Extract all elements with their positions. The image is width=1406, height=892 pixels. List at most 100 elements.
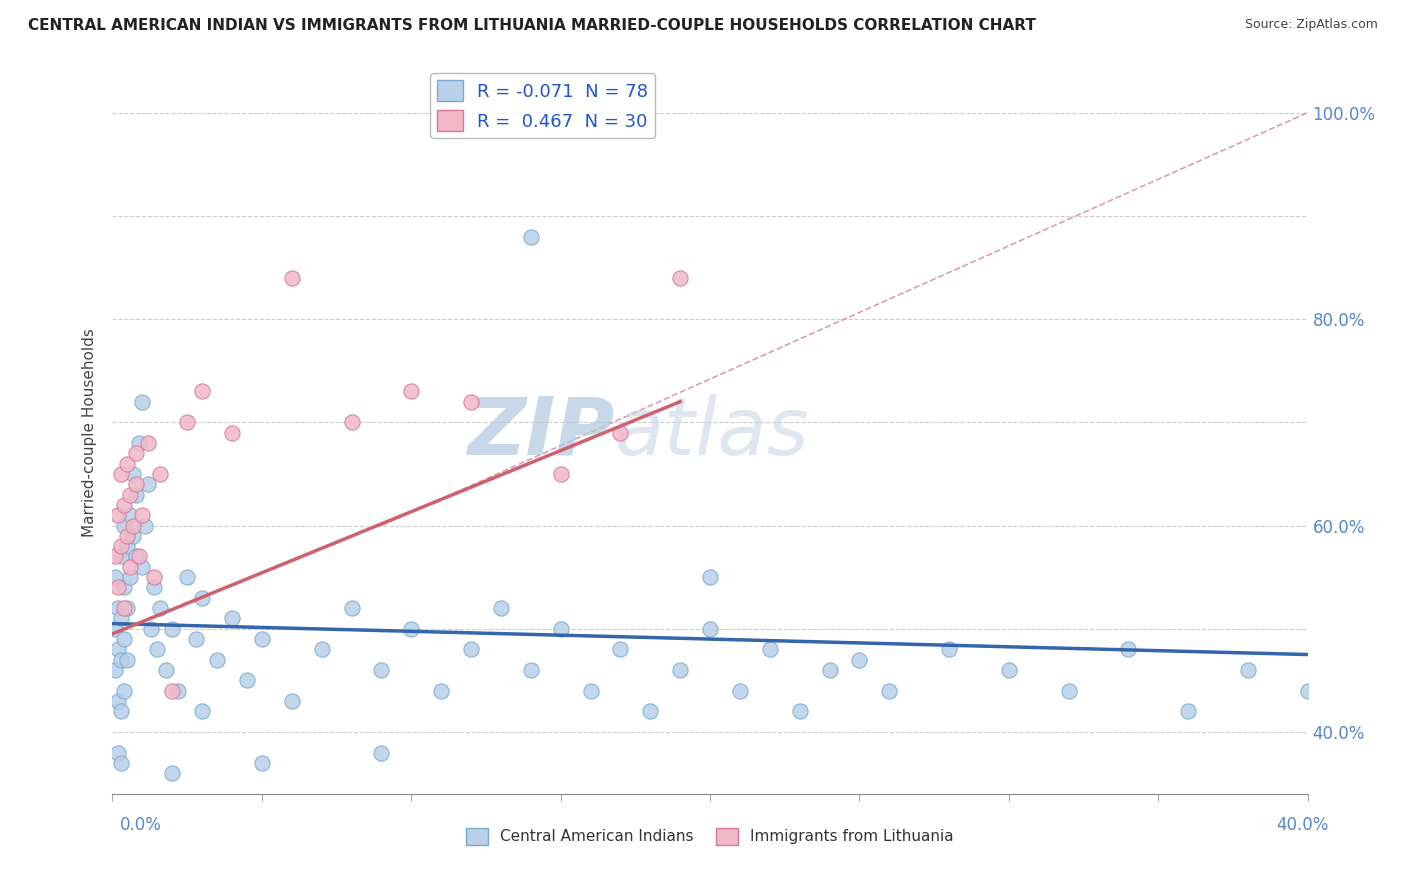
Point bbox=[520, 663, 543, 677]
Point bbox=[430, 683, 453, 698]
Text: atlas: atlas bbox=[614, 393, 810, 472]
Point bbox=[938, 642, 960, 657]
Point bbox=[104, 622, 127, 636]
Point bbox=[125, 477, 148, 491]
Point bbox=[669, 270, 692, 285]
Point bbox=[1177, 704, 1199, 718]
Point bbox=[114, 518, 135, 533]
Point bbox=[155, 663, 177, 677]
Point bbox=[122, 529, 145, 543]
Point bbox=[114, 632, 135, 646]
Point bbox=[879, 683, 901, 698]
Point bbox=[640, 704, 662, 718]
Point bbox=[122, 518, 145, 533]
Point bbox=[131, 508, 153, 523]
Text: ZIP: ZIP bbox=[467, 393, 614, 472]
Point bbox=[125, 446, 148, 460]
Point bbox=[1296, 683, 1319, 698]
Point bbox=[143, 581, 166, 595]
Point bbox=[107, 601, 129, 615]
Point bbox=[401, 622, 423, 636]
Point bbox=[250, 632, 273, 646]
Point bbox=[117, 653, 139, 667]
Point bbox=[125, 487, 148, 501]
Point bbox=[205, 653, 228, 667]
Point bbox=[340, 415, 363, 429]
Point bbox=[104, 549, 127, 564]
Point bbox=[191, 591, 214, 605]
Point bbox=[104, 663, 127, 677]
Text: Source: ZipAtlas.com: Source: ZipAtlas.com bbox=[1244, 18, 1378, 31]
Point bbox=[149, 467, 172, 481]
Point bbox=[250, 756, 273, 770]
Point bbox=[818, 663, 841, 677]
Point bbox=[128, 436, 150, 450]
Point bbox=[550, 467, 572, 481]
Point bbox=[221, 611, 243, 625]
Point bbox=[128, 549, 150, 564]
Point bbox=[176, 570, 198, 584]
Point bbox=[167, 683, 190, 698]
Point bbox=[120, 508, 142, 523]
Point bbox=[110, 704, 132, 718]
Point bbox=[107, 508, 129, 523]
Point bbox=[489, 601, 512, 615]
Point bbox=[848, 653, 870, 667]
Point bbox=[789, 704, 811, 718]
Point bbox=[401, 384, 423, 399]
Point bbox=[669, 663, 692, 677]
Text: CENTRAL AMERICAN INDIAN VS IMMIGRANTS FROM LITHUANIA MARRIED-COUPLE HOUSEHOLDS C: CENTRAL AMERICAN INDIAN VS IMMIGRANTS FR… bbox=[28, 18, 1036, 33]
Point bbox=[1237, 663, 1260, 677]
Point bbox=[138, 477, 160, 491]
Point bbox=[131, 394, 153, 409]
Point bbox=[520, 229, 543, 244]
Point bbox=[120, 559, 142, 574]
Point bbox=[143, 570, 166, 584]
Point bbox=[134, 518, 156, 533]
Point bbox=[191, 704, 214, 718]
Point bbox=[107, 581, 129, 595]
Point bbox=[311, 642, 333, 657]
Point bbox=[114, 498, 135, 512]
Point bbox=[117, 601, 139, 615]
Point bbox=[728, 683, 751, 698]
Point bbox=[609, 642, 631, 657]
Point bbox=[120, 570, 142, 584]
Point bbox=[460, 394, 482, 409]
Point bbox=[162, 766, 183, 780]
Point bbox=[114, 581, 135, 595]
Point bbox=[110, 653, 132, 667]
Point bbox=[579, 683, 602, 698]
Point bbox=[138, 436, 160, 450]
Point bbox=[110, 539, 132, 553]
Point bbox=[236, 673, 259, 688]
Point bbox=[1118, 642, 1140, 657]
Point bbox=[221, 425, 243, 440]
Point bbox=[107, 642, 129, 657]
Point bbox=[117, 539, 139, 553]
Point bbox=[117, 457, 139, 471]
Point bbox=[281, 694, 304, 708]
Point bbox=[550, 622, 572, 636]
Point bbox=[186, 632, 208, 646]
Point bbox=[340, 601, 363, 615]
Point bbox=[370, 663, 392, 677]
Point bbox=[114, 601, 135, 615]
Point bbox=[107, 746, 129, 760]
Point bbox=[699, 622, 721, 636]
Point bbox=[191, 384, 214, 399]
Point bbox=[131, 559, 153, 574]
Point bbox=[146, 642, 169, 657]
Point bbox=[609, 425, 631, 440]
Point bbox=[281, 270, 304, 285]
Point bbox=[141, 622, 163, 636]
Point bbox=[149, 601, 172, 615]
Legend: Central American Indians, Immigrants from Lithuania: Central American Indians, Immigrants fro… bbox=[460, 822, 960, 851]
Point bbox=[104, 570, 127, 584]
Point bbox=[162, 622, 183, 636]
Point bbox=[117, 529, 139, 543]
Point bbox=[162, 683, 183, 698]
Point bbox=[122, 467, 145, 481]
Point bbox=[1057, 683, 1080, 698]
Point bbox=[699, 570, 721, 584]
